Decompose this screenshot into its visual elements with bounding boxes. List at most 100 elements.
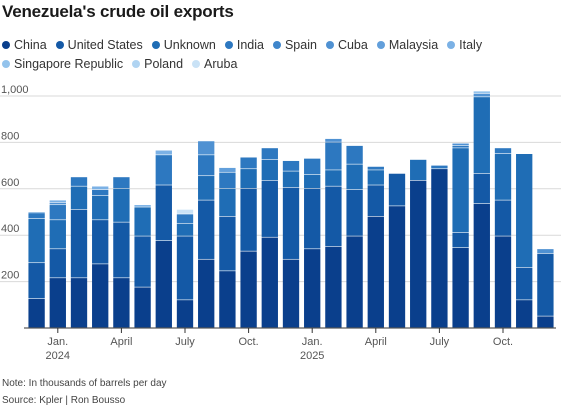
legend-item: Spain	[272, 36, 317, 55]
bar-segment	[346, 189, 363, 236]
bar-segment	[92, 189, 109, 196]
bar-segment	[473, 203, 490, 328]
y-tick-label: 200	[1, 270, 19, 282]
x-tick-label: 2025	[300, 350, 324, 362]
bar-segment	[431, 169, 448, 328]
bar-segment	[452, 148, 469, 233]
bar-segment	[198, 200, 215, 259]
bar-segment	[92, 195, 109, 220]
bar-segment	[261, 237, 278, 328]
bar-segment	[304, 158, 321, 175]
legend-swatch	[55, 41, 64, 49]
bar-segment	[367, 166, 384, 170]
bar-segment	[176, 209, 194, 214]
chart-note: Note: In thousands of barrels per day	[2, 378, 167, 389]
bar-segment	[134, 287, 151, 328]
x-tick-label: Oct.	[493, 336, 513, 348]
bar-segment	[155, 155, 172, 185]
bar-segment	[240, 157, 257, 169]
x-tick-label: Jan.	[302, 336, 323, 348]
x-tick-label: July	[430, 336, 450, 348]
bar-segment	[261, 180, 278, 237]
bar-segment	[431, 165, 448, 169]
bar-segment	[134, 207, 151, 236]
bar-segment	[70, 209, 88, 278]
legend-item: India	[224, 36, 264, 55]
legend-item: Singapore Republic	[2, 55, 123, 74]
bar-segment	[537, 253, 554, 316]
legend-item: Italy	[447, 36, 482, 55]
bar-segment	[176, 214, 194, 223]
bar-segment	[155, 185, 172, 241]
bar-segment	[516, 300, 533, 328]
bar-segment	[113, 177, 130, 189]
bar-segment	[219, 271, 236, 328]
bar-segment	[49, 200, 66, 203]
bar-segment	[155, 150, 172, 155]
bar-segment	[304, 249, 321, 328]
bar-segment	[325, 246, 342, 328]
bar-segment	[452, 145, 469, 148]
legend-swatch	[376, 41, 385, 49]
bar-segment	[49, 202, 66, 205]
bar-segment	[304, 188, 321, 249]
x-tick-label: July	[175, 336, 195, 348]
legend-label: Singapore Republic	[14, 57, 124, 71]
bar-segment	[325, 138, 342, 142]
bar-segment	[282, 187, 300, 259]
bar-segment	[473, 93, 490, 97]
bar-segment	[155, 241, 172, 328]
bar-segment	[176, 300, 194, 328]
legend-item: Poland	[132, 55, 183, 74]
legend-swatch	[132, 60, 141, 68]
bar-segment	[113, 222, 130, 278]
bar-segment	[113, 188, 130, 222]
x-tick-label: Oct.	[239, 336, 259, 348]
bar-segment	[176, 223, 194, 236]
x-tick-label: Jan.	[47, 336, 68, 348]
bar-segment	[325, 186, 342, 247]
legend-item: Malaysia	[376, 36, 439, 55]
legend-label: Cuba	[337, 38, 368, 52]
bar-segment	[494, 236, 512, 328]
bar-segment	[28, 213, 45, 219]
bar-segment	[113, 278, 130, 328]
legend-label: Poland	[144, 57, 184, 71]
bar-segment	[473, 91, 490, 94]
legend-label: China	[14, 38, 47, 52]
bar-segment	[452, 143, 469, 146]
legend-label: United States	[67, 38, 143, 52]
y-tick-label: 800	[1, 130, 19, 142]
bar-segment	[219, 167, 236, 172]
legend-swatch	[272, 41, 281, 49]
chart-source: Source: Kpler | Ron Bousso	[2, 395, 126, 406]
bar-segment	[410, 180, 427, 328]
bar-segment	[28, 218, 45, 263]
bar-segment	[304, 174, 321, 189]
bar-segment	[367, 216, 384, 328]
bar-segment	[388, 173, 406, 206]
x-tick-label: April	[365, 336, 387, 348]
bar-segment	[346, 145, 363, 164]
bar-segment	[134, 205, 151, 207]
bar-segment	[261, 148, 278, 160]
bar-segment	[346, 236, 363, 328]
bar-segment	[176, 236, 194, 300]
chart-legend: China United States Unknown India Spain Cuba M…	[2, 36, 558, 74]
legend-item: Unknown	[151, 36, 216, 55]
legend-swatch	[224, 41, 233, 49]
x-tick-label: April	[110, 336, 132, 348]
bar-segment	[70, 186, 88, 210]
bar-segment	[240, 251, 257, 328]
bar-segment	[49, 249, 66, 278]
bar-segment	[282, 171, 300, 188]
legend-item: Cuba	[325, 36, 368, 55]
legend-swatch	[2, 41, 10, 49]
bar-segment	[325, 142, 342, 170]
y-tick-label: 400	[1, 223, 19, 235]
bar-segment	[198, 155, 215, 176]
bar-segment	[92, 186, 109, 190]
bar-segment	[282, 160, 300, 171]
bar-segment	[28, 263, 45, 299]
legend-label: Malaysia	[388, 38, 439, 52]
